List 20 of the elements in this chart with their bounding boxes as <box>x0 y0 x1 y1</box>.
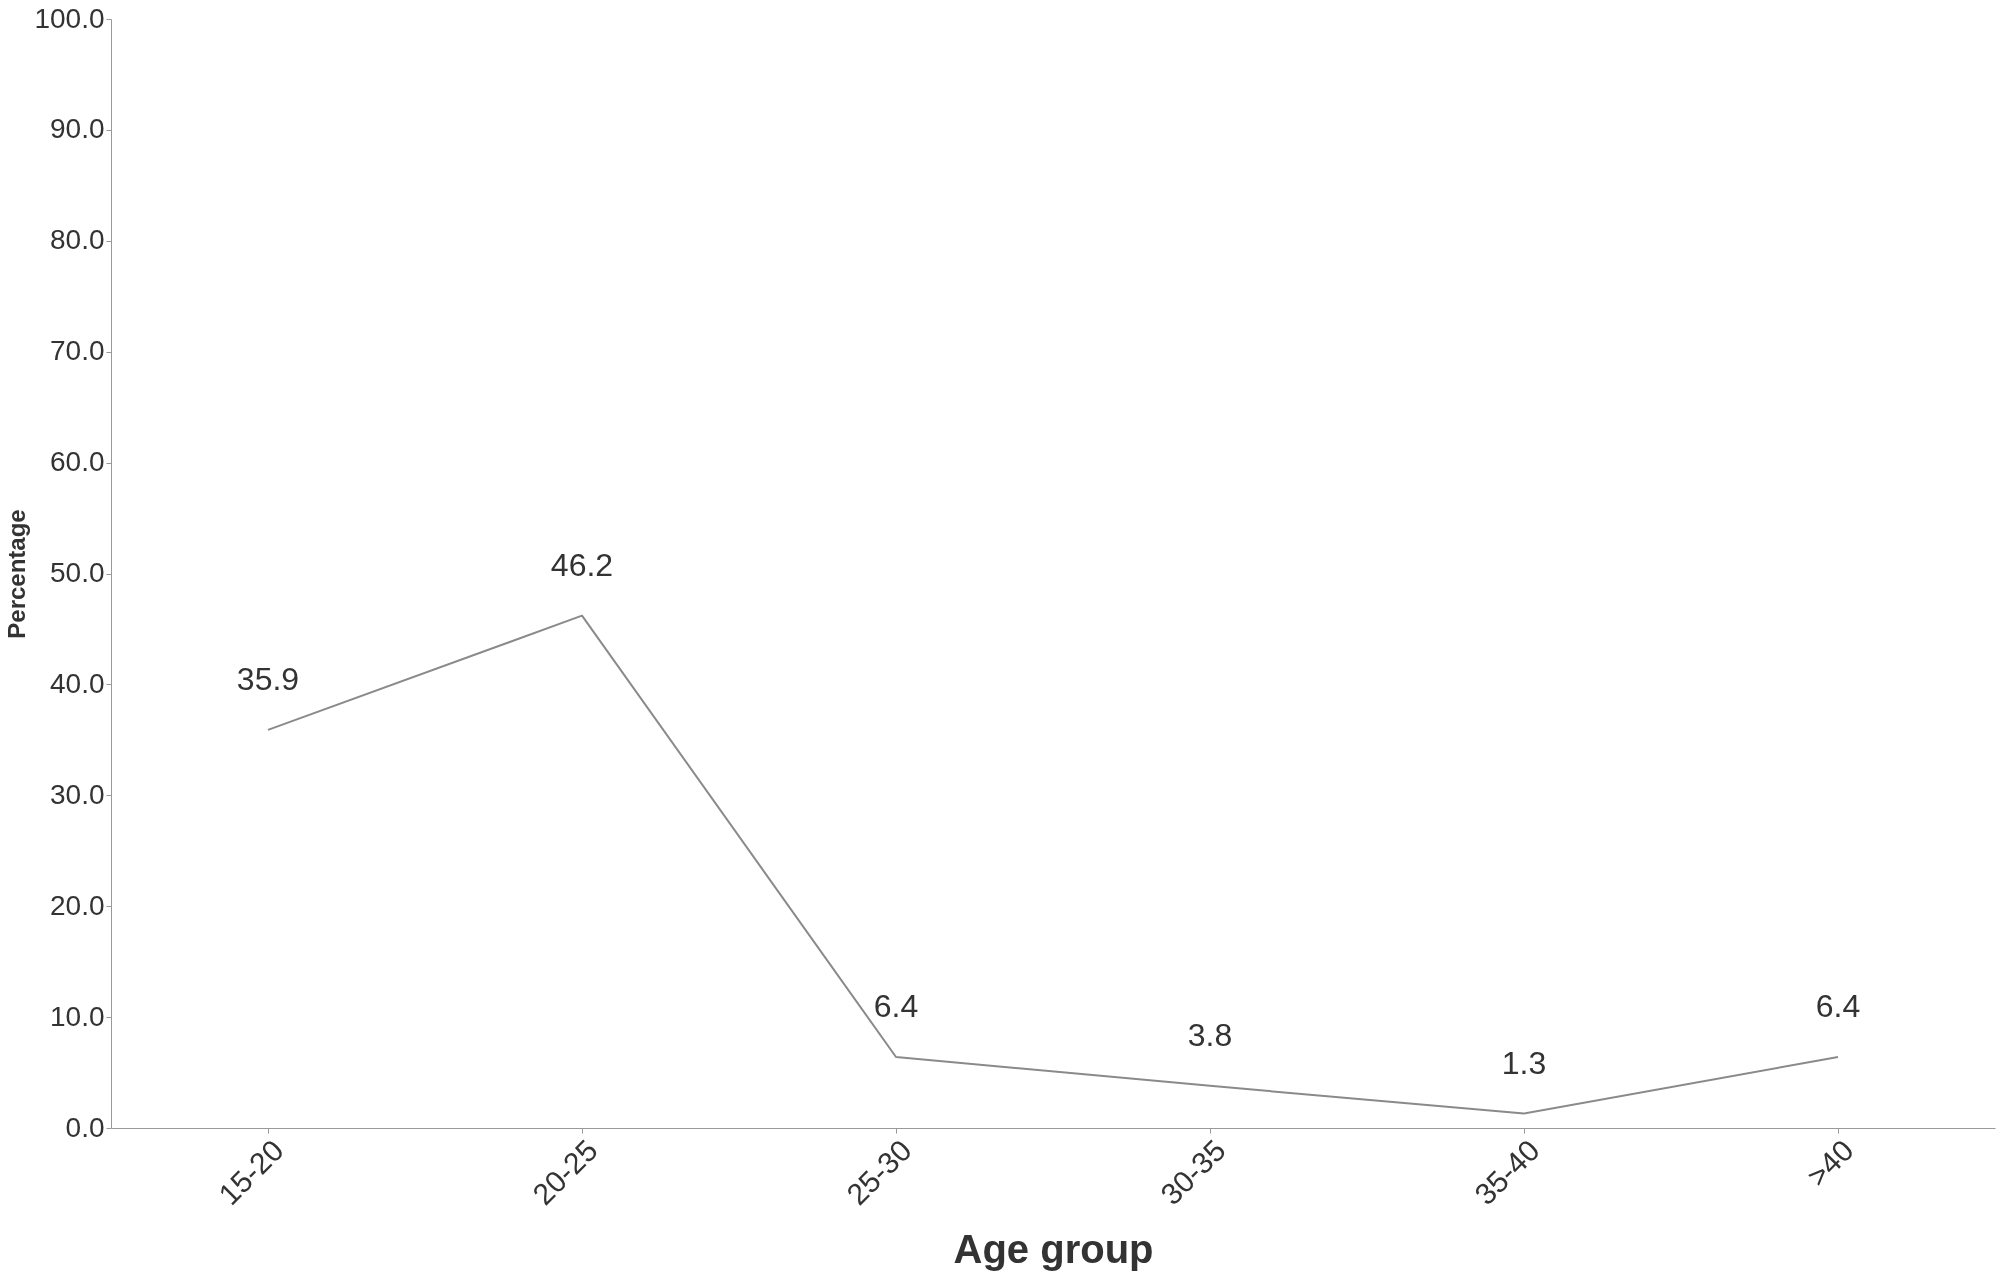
data-label: 6.4 <box>1815 988 1861 1025</box>
y-tick-label: 10.0 <box>50 1000 105 1032</box>
data-label: 46.2 <box>550 546 614 583</box>
x-tick-label: >40 <box>1800 1133 1860 1193</box>
y-tick-label: 40.0 <box>50 667 105 699</box>
y-tick-label: 20.0 <box>50 889 105 921</box>
data-label: 35.9 <box>236 660 300 697</box>
y-tick-label: 60.0 <box>50 446 105 478</box>
data-label: 1.3 <box>1501 1044 1547 1081</box>
data-label: 6.4 <box>873 988 919 1025</box>
y-axis-title: Percentage <box>3 509 31 639</box>
y-tick-label: 70.0 <box>50 335 105 367</box>
y-tick-label: 0.0 <box>65 1111 105 1143</box>
x-axis-title: Age group <box>953 1226 1154 1271</box>
y-tick-label: 30.0 <box>50 778 105 810</box>
y-tick-label: 50.0 <box>50 557 105 588</box>
y-tick-label: 80.0 <box>50 224 105 256</box>
data-label: 3.8 <box>1187 1016 1233 1053</box>
y-tick-label: 100.0 <box>34 2 105 34</box>
y-tick-label: 90.0 <box>50 113 105 145</box>
